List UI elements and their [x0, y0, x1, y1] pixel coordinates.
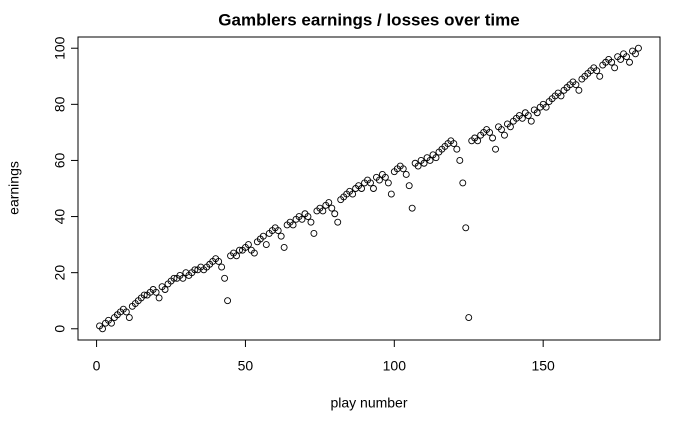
point — [414, 162, 422, 170]
point — [399, 165, 407, 173]
point — [492, 145, 499, 153]
point — [575, 86, 583, 94]
point — [408, 204, 416, 212]
point — [375, 176, 383, 184]
point — [608, 58, 616, 66]
point — [527, 117, 535, 125]
point — [596, 72, 604, 80]
point — [462, 224, 470, 232]
x-tick-label: 150 — [531, 358, 555, 374]
point — [623, 53, 630, 61]
point — [506, 123, 514, 131]
point — [632, 50, 639, 58]
point — [99, 325, 106, 333]
point — [334, 218, 342, 226]
point — [122, 308, 130, 316]
point — [140, 291, 148, 299]
point — [325, 199, 333, 206]
point — [367, 179, 374, 187]
point — [387, 190, 395, 198]
point — [152, 288, 160, 296]
point — [370, 185, 377, 192]
point — [381, 173, 389, 181]
point — [289, 221, 297, 229]
y-tick-label: 20 — [52, 265, 68, 281]
x-tick-label: 50 — [238, 358, 254, 374]
point — [498, 126, 505, 134]
point — [626, 58, 633, 66]
point — [533, 109, 541, 117]
point — [474, 137, 482, 145]
point — [524, 112, 532, 120]
point — [593, 67, 601, 75]
point — [179, 274, 187, 282]
point — [244, 241, 252, 249]
chart-title: Gamblers earnings / losses over time — [218, 10, 519, 29]
point — [233, 252, 240, 260]
point — [170, 274, 178, 282]
point — [557, 92, 565, 100]
point — [384, 179, 392, 187]
point — [108, 319, 115, 327]
y-tick-label: 100 — [52, 36, 68, 60]
point — [328, 204, 336, 212]
point — [298, 215, 306, 223]
point — [236, 246, 243, 254]
point — [191, 266, 199, 274]
x-tick-label: 100 — [383, 358, 407, 374]
point — [617, 55, 625, 63]
point — [634, 44, 642, 52]
point — [572, 81, 580, 89]
y-tick-label: 0 — [52, 325, 68, 333]
point — [518, 114, 526, 122]
point — [349, 190, 357, 198]
point — [542, 103, 550, 111]
point — [426, 156, 434, 164]
point — [307, 218, 315, 226]
point — [331, 210, 339, 218]
point — [489, 134, 497, 142]
x-axis-label: play number — [330, 395, 407, 411]
point — [277, 232, 285, 240]
y-tick-label: 60 — [52, 152, 68, 168]
point — [453, 145, 461, 153]
point — [221, 274, 229, 282]
plot-box — [77, 36, 661, 341]
point — [304, 213, 312, 221]
point — [274, 227, 282, 235]
point — [224, 297, 232, 305]
point — [402, 171, 410, 178]
point — [262, 241, 270, 249]
point — [215, 257, 223, 265]
point — [319, 207, 327, 215]
point — [405, 182, 413, 190]
point — [259, 232, 267, 240]
y-axis-label: earnings — [6, 161, 22, 215]
point — [310, 229, 318, 237]
point — [456, 156, 464, 164]
point — [501, 131, 508, 139]
point — [432, 154, 440, 162]
point — [125, 314, 133, 322]
y-tick-label: 40 — [52, 209, 68, 225]
point — [450, 140, 458, 148]
point — [420, 159, 428, 167]
point — [358, 185, 366, 192]
point — [280, 243, 288, 251]
x-tick-label: 0 — [93, 358, 101, 374]
point — [459, 179, 467, 187]
point — [611, 64, 619, 72]
point — [161, 286, 169, 293]
point — [155, 294, 163, 302]
point — [250, 249, 258, 257]
point — [486, 128, 494, 136]
point — [218, 263, 226, 271]
y-tick-label: 80 — [52, 96, 68, 112]
point — [465, 314, 473, 322]
